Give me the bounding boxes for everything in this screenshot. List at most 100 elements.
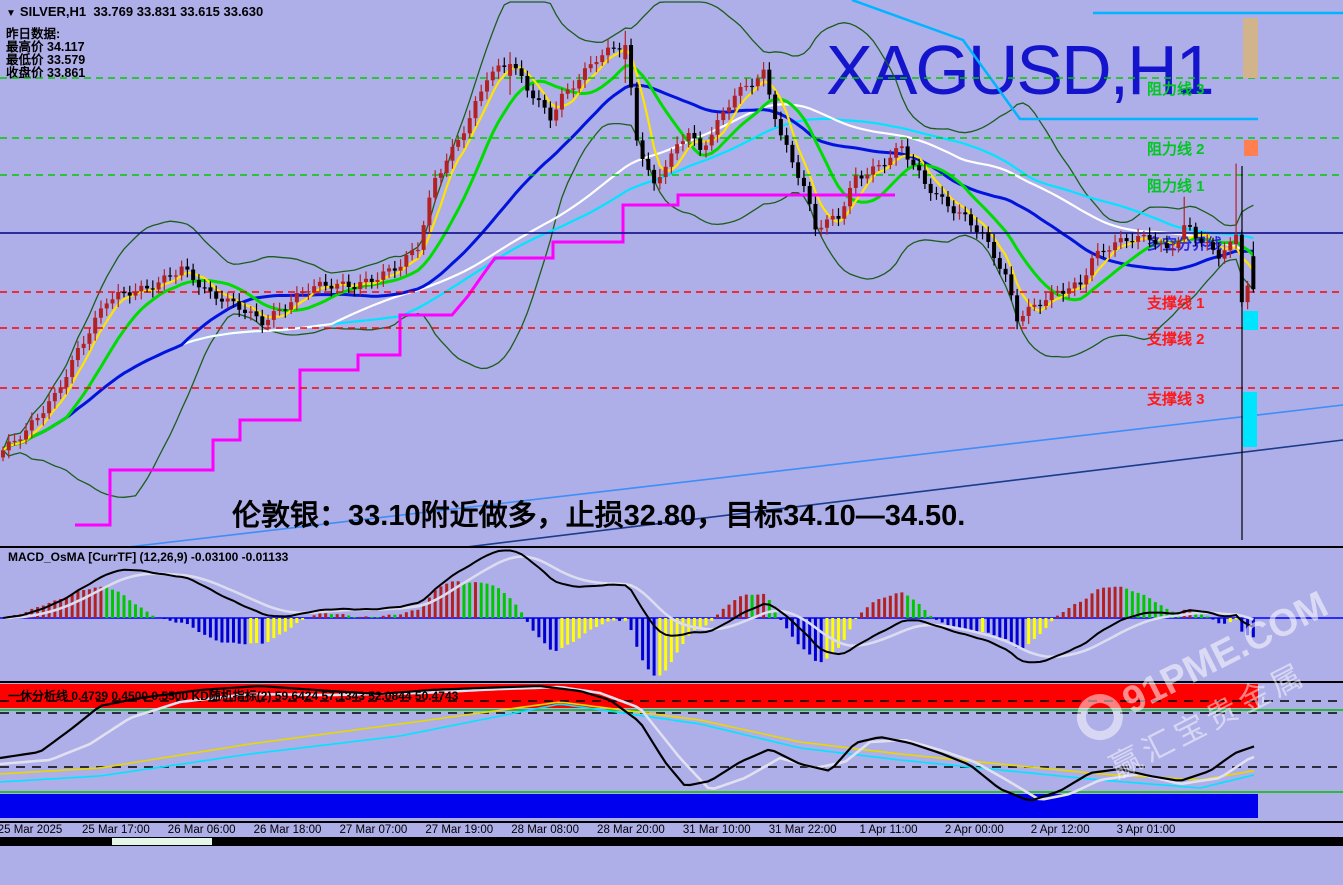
candle-body <box>525 76 530 91</box>
candle-body <box>536 98 541 101</box>
macd-histogram-bar <box>76 590 80 618</box>
time-axis[interactable]: 25 Mar 2025 25 Mar 17:00 26 Mar 06:00 26 Ma… <box>0 824 1343 838</box>
x-axis-label: 1 Apr 11:00 <box>859 824 918 836</box>
candle-body <box>865 174 870 179</box>
ma-line-ma58 <box>2 103 1254 452</box>
candle-body <box>358 282 363 290</box>
macd-histogram-bar <box>790 618 794 637</box>
candle-body <box>139 285 144 292</box>
candle-body <box>830 215 835 220</box>
macd-histogram-bar <box>1050 618 1054 622</box>
macd-histogram-bar <box>808 618 812 655</box>
candle-body <box>876 165 881 167</box>
candle-body <box>940 194 945 197</box>
macd-histogram-bar <box>497 588 501 618</box>
candle-body <box>479 91 484 102</box>
candle-body <box>237 301 242 310</box>
macd-histogram-bar <box>929 615 933 618</box>
panel-separator[interactable] <box>0 821 1343 823</box>
macd-main-line <box>2 549 1254 664</box>
panel-separator[interactable] <box>0 681 1343 683</box>
candle-body <box>1107 250 1112 252</box>
candle-body <box>1187 225 1192 227</box>
chart-scrollbar[interactable] <box>0 837 1343 846</box>
signal-rect <box>1244 140 1258 156</box>
macd-histogram-bar <box>87 589 91 618</box>
candle-body <box>905 146 910 160</box>
candle-body <box>727 107 732 112</box>
macd-histogram-bar <box>819 618 823 663</box>
stochastic-indicator-panel[interactable] <box>0 683 1343 822</box>
macd-histogram-bar <box>1096 589 1100 618</box>
candle-body <box>243 309 248 313</box>
macd-histogram-bar <box>479 582 483 618</box>
candle-body <box>1193 226 1198 239</box>
level-label-1: 阻力线 2 <box>1147 140 1205 158</box>
panel-separator[interactable] <box>0 546 1343 548</box>
macd-histogram-bar <box>128 600 132 618</box>
candle-body <box>490 71 495 81</box>
candle-body <box>629 45 634 88</box>
candle-body <box>957 212 962 214</box>
candle-body <box>191 269 196 281</box>
candle-body <box>807 186 812 204</box>
macd-histogram-bar <box>1217 618 1221 624</box>
macd-histogram-bar <box>952 618 956 629</box>
symbol-quote-bar[interactable]: ▼ SILVER,H1 33.769 33.831 33.615 33.630 <box>6 4 263 19</box>
candle-body <box>1020 315 1025 322</box>
candle-body <box>1090 258 1095 276</box>
candle-body <box>1038 304 1043 307</box>
macd-histogram-bar <box>99 586 103 618</box>
scrollbar-thumb[interactable] <box>112 838 212 845</box>
candle-body <box>1113 242 1118 251</box>
macd-histogram-bar <box>1090 593 1094 618</box>
cyan-channel-line <box>851 0 1258 121</box>
macd-histogram-bar <box>329 614 333 618</box>
macd-histogram-bar <box>358 616 362 618</box>
macd-histogram-bar <box>883 597 887 618</box>
macd-histogram-bar <box>105 587 109 618</box>
symbol-dropdown-icon[interactable]: ▼ <box>6 8 16 19</box>
macd-histogram-bar <box>1038 618 1042 635</box>
macd-histogram-bar <box>427 597 431 618</box>
macd-histogram-bar <box>773 609 777 618</box>
macd-histogram-bar <box>301 618 305 620</box>
candle-body <box>819 227 824 230</box>
candle-body <box>1136 236 1141 242</box>
macd-histogram-bar <box>652 618 656 676</box>
macd-histogram-bar <box>1113 586 1117 618</box>
candle-body <box>162 275 167 283</box>
macd-histogram-bar <box>1246 618 1250 636</box>
candle-body <box>369 278 374 282</box>
candle-body <box>110 299 115 304</box>
candle-body <box>945 196 950 207</box>
candle-body <box>1055 290 1060 293</box>
macd-panel-label: MACD_OsMA [CurrTF] (12,26,9) -0.03100 -0… <box>8 550 289 564</box>
candle-body <box>387 268 392 272</box>
level-label-2: 阻力线 1 <box>1147 177 1205 195</box>
candle-body <box>208 287 213 292</box>
stoch-line-black <box>0 684 1255 802</box>
macd-indicator-panel[interactable] <box>0 547 1343 682</box>
macd-histogram-bar <box>174 618 178 623</box>
candle-body <box>427 197 432 226</box>
candle-body <box>548 107 553 121</box>
candle-body <box>346 281 351 287</box>
macd-histogram-bar <box>785 618 789 629</box>
macd-histogram-bar <box>704 618 708 626</box>
candle-body <box>150 288 155 290</box>
candle-body <box>542 100 547 108</box>
macd-histogram-bar <box>197 618 201 632</box>
stoch-panel-label: 一休分析线 0.4739 0.4500 0.5500 KD随机指标(2) 59.… <box>8 689 459 703</box>
macd-histogram-bar <box>1044 618 1048 629</box>
macd-histogram-bar <box>312 615 316 618</box>
candle-body <box>761 69 766 79</box>
candle-body <box>1095 250 1100 259</box>
macd-histogram-bar <box>963 618 967 630</box>
candle-body <box>513 63 518 69</box>
macd-histogram-bar <box>658 618 662 676</box>
quote-ohlc: 33.769 33.831 33.615 33.630 <box>93 4 264 19</box>
ma-line-ma12 <box>2 63 1255 452</box>
candle-body <box>24 430 29 440</box>
